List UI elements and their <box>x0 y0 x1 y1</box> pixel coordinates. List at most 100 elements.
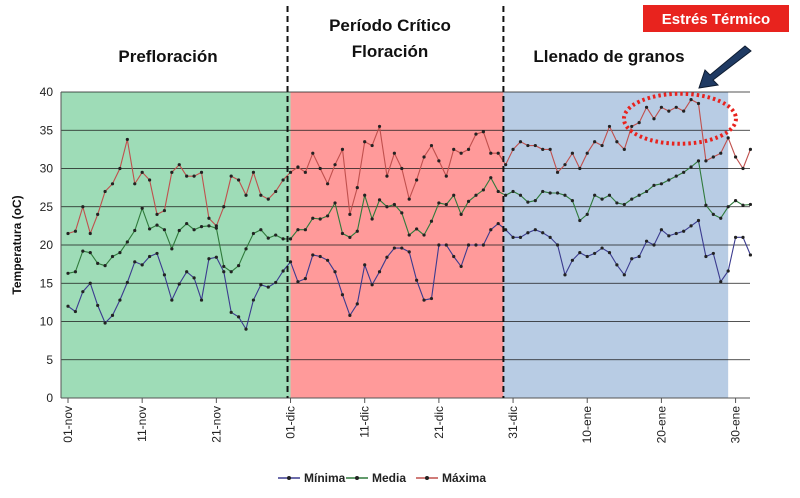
data-point <box>533 199 537 203</box>
data-point <box>741 203 745 207</box>
data-point <box>125 137 129 142</box>
data-point <box>147 254 152 259</box>
data-point <box>733 235 738 239</box>
y-tick-label: 5 <box>46 353 53 367</box>
data-point <box>474 132 478 136</box>
data-point <box>518 140 523 144</box>
data-point <box>192 276 196 280</box>
data-point <box>177 282 181 286</box>
data-point <box>177 163 181 167</box>
data-point <box>340 293 345 297</box>
data-point <box>207 257 211 261</box>
y-tick-label: 25 <box>40 200 54 214</box>
data-point <box>481 130 485 134</box>
data-point <box>363 263 367 267</box>
data-point <box>140 170 144 174</box>
data-point <box>355 302 359 306</box>
y-tick-label: 40 <box>40 85 54 99</box>
phase-label-llenado: Llenado de granos <box>533 47 684 66</box>
data-point <box>326 182 330 186</box>
data-point <box>422 233 426 237</box>
data-point <box>548 147 552 151</box>
data-point <box>170 170 174 174</box>
data-point <box>422 155 426 159</box>
data-point <box>593 193 597 197</box>
data-point <box>585 151 589 155</box>
data-point <box>385 255 389 259</box>
data-point <box>682 229 686 233</box>
data-point <box>667 109 671 113</box>
data-point <box>659 105 664 109</box>
data-point <box>192 174 196 178</box>
data-point <box>489 228 493 232</box>
y-tick-label: 35 <box>40 123 54 137</box>
data-point <box>696 218 701 223</box>
data-point <box>73 270 78 274</box>
legend-marker <box>425 476 429 480</box>
data-point <box>237 178 241 182</box>
data-point <box>496 221 500 226</box>
phase-label-prefloracion: Prefloración <box>118 47 217 66</box>
x-tick-label: 21-dic <box>432 406 446 439</box>
data-point <box>741 166 745 171</box>
data-point <box>147 227 152 231</box>
data-point <box>466 243 471 247</box>
data-point <box>385 174 389 178</box>
data-point <box>711 155 715 159</box>
x-tick-label: 21-nov <box>209 406 223 443</box>
data-point <box>659 182 664 186</box>
data-point <box>66 304 70 308</box>
data-point <box>288 260 293 264</box>
data-point <box>244 193 248 197</box>
data-point <box>578 251 582 255</box>
data-point <box>355 186 359 190</box>
data-point <box>600 246 604 250</box>
x-tick-label: 01-dic <box>284 406 298 439</box>
data-point <box>326 214 330 218</box>
stress-label-box <box>643 5 789 32</box>
data-point <box>682 170 686 174</box>
data-point <box>429 296 434 301</box>
data-point <box>103 264 107 268</box>
data-point <box>526 200 530 204</box>
data-point <box>162 208 167 213</box>
data-point <box>140 263 144 267</box>
data-point <box>518 235 523 239</box>
phase-label-critico-line2: Floración <box>352 42 429 61</box>
data-point <box>622 147 626 151</box>
data-point <box>81 290 85 294</box>
data-point <box>481 188 485 192</box>
data-point <box>333 270 337 274</box>
legend: Mínima Media Máxima <box>278 471 486 485</box>
data-point <box>363 140 367 144</box>
data-point <box>452 254 456 259</box>
data-point <box>504 193 508 197</box>
data-point <box>437 201 441 205</box>
data-point <box>133 228 137 233</box>
data-point <box>73 229 78 233</box>
data-point <box>392 151 396 155</box>
data-point <box>318 217 322 221</box>
data-point <box>318 166 322 171</box>
data-point <box>644 105 649 109</box>
y-tick-label: 30 <box>40 162 54 176</box>
data-point <box>452 193 456 197</box>
data-point <box>748 253 753 257</box>
data-point <box>541 147 545 151</box>
legend-label: Media <box>372 471 406 485</box>
legend-item-3: Máxima <box>416 471 486 485</box>
legend-marker <box>287 476 291 480</box>
data-point <box>622 202 626 207</box>
data-point <box>407 197 411 201</box>
data-point <box>615 140 619 144</box>
data-point <box>607 193 612 197</box>
data-point <box>511 147 515 151</box>
x-tick-label: 20-ene <box>654 406 668 444</box>
data-point <box>593 251 597 256</box>
data-point <box>237 264 241 268</box>
data-point <box>281 178 285 182</box>
data-point <box>630 124 634 129</box>
data-point <box>81 205 85 209</box>
data-point <box>251 298 256 302</box>
